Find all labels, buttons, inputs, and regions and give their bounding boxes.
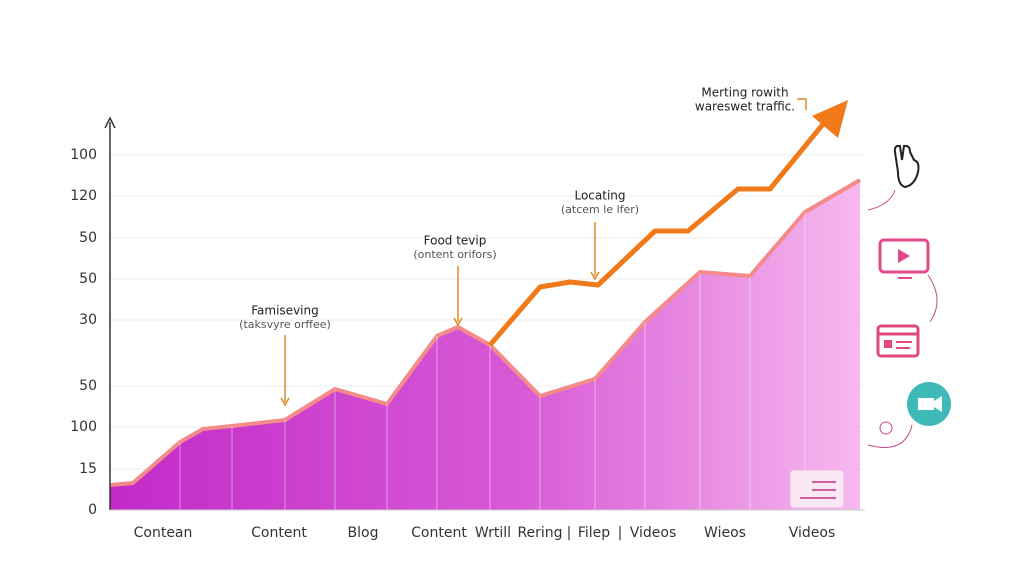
annotation-pointers [280, 98, 807, 407]
annotation-title: Famiseving [251, 304, 318, 318]
y-tick-label: 50 [79, 230, 97, 246]
annotation-text: (atcem le lfer) [561, 203, 639, 216]
y-tick-label: 15 [79, 461, 97, 477]
x-tick-label: Filep [578, 525, 610, 541]
annotation-title: Merting rowith [701, 86, 788, 100]
x-tick-label: | [618, 525, 623, 541]
area-outline [109, 178, 862, 487]
x-tick-label: Wrtill [475, 525, 511, 541]
growth-arrowhead [812, 100, 848, 138]
annotation-text: (ontent orifors) [413, 248, 496, 261]
growth-line [488, 116, 830, 347]
x-tick-label: | [567, 525, 572, 541]
y-tick-label: 100 [70, 147, 97, 163]
annotation-text: (taksvyre orffee) [239, 318, 331, 331]
x-tick-label: Contean [134, 525, 193, 541]
y-tick-label: 30 [79, 312, 97, 328]
area-dividers [179, 212, 806, 510]
annotation-title: Locating [574, 189, 625, 203]
x-tick-label: Blog [348, 525, 379, 541]
area [110, 180, 860, 510]
y-tick-label: 50 [79, 271, 97, 287]
y-tick-label: 120 [70, 188, 97, 204]
x-tick-label: Content [251, 525, 307, 541]
x-tick-label: Wieos [704, 525, 746, 541]
annotation-title: Food tevip [424, 234, 487, 248]
side-icons [789, 144, 951, 509]
y-axis-arrow [104, 116, 116, 129]
annotation-text: wareswet traffic. [695, 100, 795, 114]
y-tick-label: 50 [79, 378, 97, 394]
y-tick-label: 0 [88, 502, 97, 518]
x-tick-label: Videos [630, 525, 677, 541]
x-tick-label: Rering [517, 525, 562, 541]
y-tick-label: 100 [70, 419, 97, 435]
x-tick-label: Content [411, 525, 467, 541]
x-tick-label: Videos [789, 525, 836, 541]
